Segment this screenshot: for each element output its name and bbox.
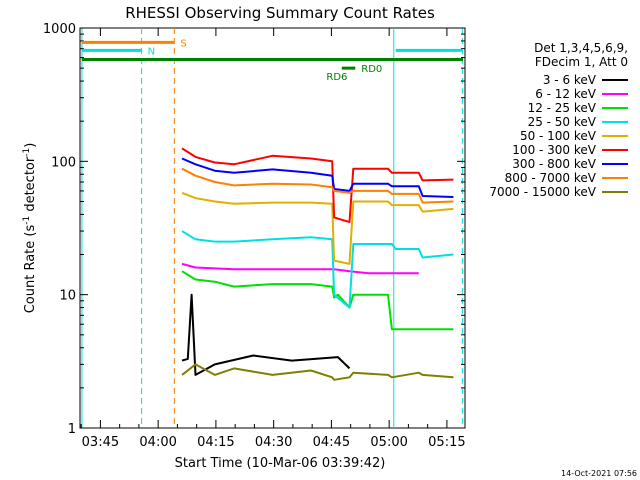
x-tick-label-1: 04:00 xyxy=(139,435,176,450)
x-tick-label-3: 04:30 xyxy=(255,435,292,450)
y-label-part-3: ) xyxy=(23,143,38,148)
series-line-5 xyxy=(181,147,454,224)
state-bar-label-1: N xyxy=(148,46,155,57)
y-label-part-2: detector xyxy=(23,156,38,216)
legend-header-line-2: FDecim 1, Att 0 xyxy=(535,55,628,69)
legend-label-5: 100 - 300 keV xyxy=(512,143,596,157)
y-tick-label-1: 10 xyxy=(59,289,76,304)
y-label-sup-2: -1 xyxy=(22,148,32,157)
legend-label-1: 6 - 12 keV xyxy=(535,87,597,101)
y-tick-label-3: 1000 xyxy=(43,22,76,37)
y-label-sup-1: -1 xyxy=(22,216,32,225)
y-label-part-1: Count Rate (s xyxy=(23,225,38,314)
legend-label-2: 12 - 25 keV xyxy=(528,101,597,115)
legend-header-line-1: Det 1,3,4,5,6,9, xyxy=(534,41,628,55)
annotation-rd6: RD6 xyxy=(326,72,347,83)
x-tick-label-2: 04:15 xyxy=(197,435,234,450)
series-line-0 xyxy=(181,293,351,376)
x-tick-label-4: 04:45 xyxy=(313,435,350,450)
state-bar-label-4: RD0 xyxy=(361,64,382,75)
y-tick-label-2: 100 xyxy=(51,155,76,170)
legend-label-3: 25 - 50 keV xyxy=(528,115,597,129)
legend-label-8: 7000 - 15000 keV xyxy=(489,185,596,199)
plot-frame xyxy=(79,27,466,429)
y-tick-label-0: 1 xyxy=(68,422,76,437)
legend-label-6: 300 - 800 keV xyxy=(512,157,596,171)
x-axis-label: Start Time (10-Mar-06 03:39:42) xyxy=(175,456,386,471)
series-line-8 xyxy=(181,363,454,381)
x-tick-label-0: 03:45 xyxy=(82,435,119,450)
series-line-3 xyxy=(181,230,454,309)
chart-title: RHESSI Observing Summary Count Rates xyxy=(125,4,435,22)
state-bar-label-0: S xyxy=(180,38,186,49)
legend-label-0: 3 - 6 keV xyxy=(543,73,597,87)
legend-label-4: 50 - 100 keV xyxy=(520,129,597,143)
x-tick-label-5: 05:00 xyxy=(370,435,407,450)
series-line-7 xyxy=(181,167,454,204)
x-tick-label-6: 05:15 xyxy=(428,435,465,450)
y-axis-label: Count Rate (s-1 detector-1) xyxy=(22,143,38,314)
legend-label-7: 800 - 7000 keV xyxy=(505,171,597,185)
timestamp: 14-Oct-2021 07:56 xyxy=(561,469,637,478)
series-line-4 xyxy=(181,191,454,265)
